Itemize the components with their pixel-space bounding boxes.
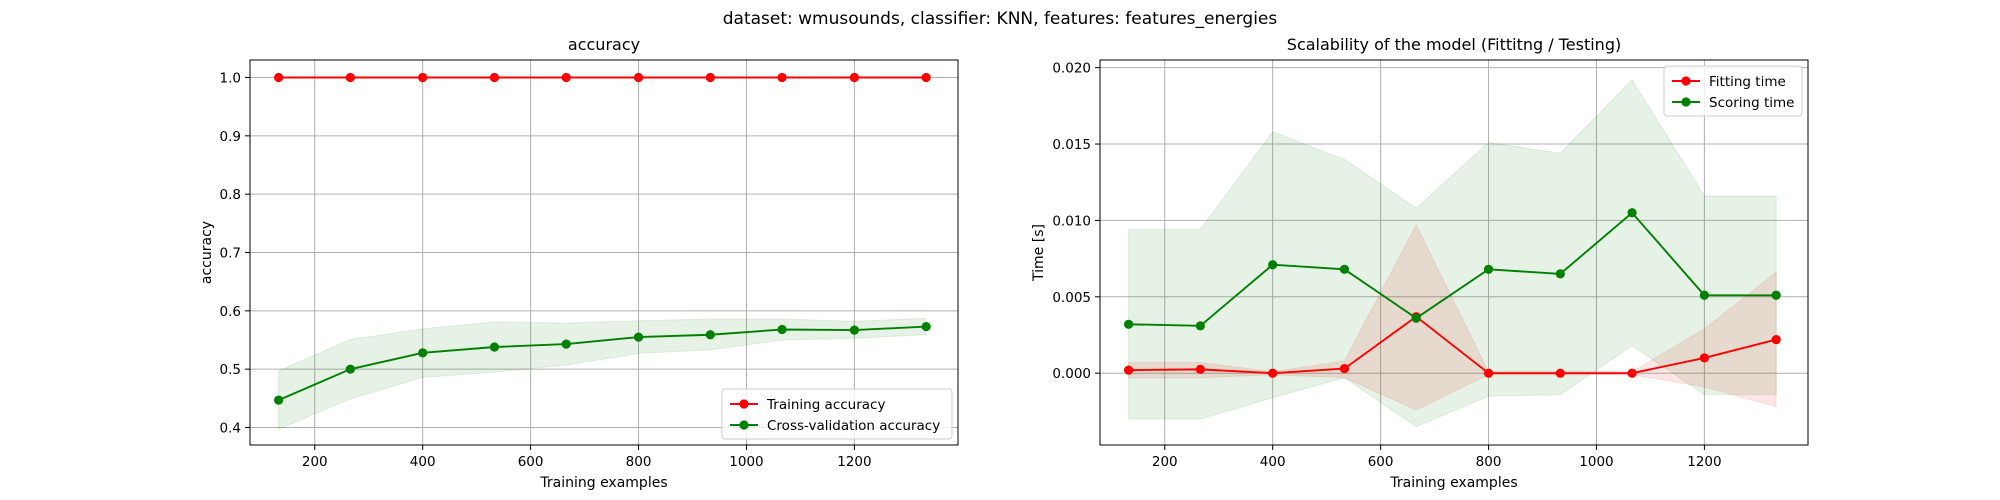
chart2-x-tick-label: 1200: [1687, 454, 1721, 470]
chart2-point-fitting-time: [1771, 334, 1781, 345]
chart1-y-tick-label: 0.6: [220, 304, 241, 320]
chart1-point-training-accuracy: [705, 72, 715, 83]
chart2-point-scoring-time: [1483, 264, 1494, 274]
chart2-ylabel: Time [s]: [1031, 224, 1047, 282]
chart2-point-fitting-time: [1339, 364, 1350, 374]
chart1-y-tick-label: 0.9: [220, 129, 241, 145]
chart2-line-scoring-time: [1128, 211, 1777, 327]
chart2-y-tick-label: 0.020: [1052, 61, 1091, 77]
chart2-axes-frame: [1099, 59, 1809, 446]
chart1-x-tick-label: 1000: [729, 454, 763, 470]
chart2-xlabel: Training examples: [1389, 475, 1517, 491]
chart2-x-tick-label: 200: [1152, 454, 1178, 470]
chart1-point-cross-validation-accuracy: [489, 342, 500, 352]
chart2-point-scoring-time: [1124, 319, 1134, 329]
chart2-x-tick-label: 400: [1260, 454, 1286, 470]
chart1-legend-label-training-accuracy: Training accuracy: [766, 397, 885, 413]
chart2-legend-marker-fitting-time: [1681, 76, 1691, 86]
chart2-point-scoring-time: [1771, 290, 1781, 300]
chart2-line-fitting-time: [1128, 315, 1777, 375]
chart1-x-tick-label: 800: [626, 454, 652, 470]
chart1-y-tick-label: 0.4: [220, 421, 241, 437]
chart1-legend: Training accuracy Cross-validation accura…: [721, 388, 953, 440]
chart2-y-tick-label: 0.000: [1052, 366, 1091, 382]
chart1-point-training-accuracy: [418, 72, 428, 83]
chart1-point-cross-validation-accuracy: [705, 330, 715, 340]
chart2-point-scoring-time: [1339, 264, 1350, 274]
chart2-y-tick-label: 0.010: [1052, 213, 1091, 229]
chart2-point-fitting-time: [1268, 368, 1278, 378]
figure-suptitle: dataset: wmusounds, classifier: KNN, fea…: [723, 9, 1278, 29]
chart1-point-cross-validation-accuracy: [274, 395, 284, 405]
chart1-point-training-accuracy: [274, 72, 284, 83]
scalability-chart: Scalability of the model (Fittitng / Tes…: [1031, 35, 1809, 491]
chart2-legend-label-fitting-time: Fitting time: [1709, 74, 1786, 90]
chart1-point-cross-validation-accuracy: [418, 348, 428, 358]
chart2-point-scoring-time: [1699, 290, 1709, 300]
chart1-x-tick-label: 200: [302, 454, 328, 470]
chart2-point-scoring-time: [1627, 208, 1637, 218]
chart1-title: accuracy: [568, 35, 640, 54]
chart1-legend-box: [721, 388, 953, 440]
chart2-title: Scalability of the model (Fittitng / Tes…: [1287, 35, 1621, 54]
chart1-point-cross-validation-accuracy: [345, 364, 355, 374]
chart2-point-fitting-time: [1483, 368, 1494, 378]
chart1-legend-marker-training-accuracy: [739, 399, 749, 409]
accuracy-chart: accuracy 200 400 600 800 1000 1200 0.4 0.5 0.6 0.7…: [199, 35, 959, 491]
chart1-x-tick-label: 600: [518, 454, 544, 470]
chart2-legend-marker-scoring-time: [1681, 97, 1691, 107]
chart1-point-training-accuracy: [633, 72, 644, 83]
chart2-y-tick-label: 0.015: [1052, 137, 1091, 153]
chart1-band-cross-validation-accuracy: [278, 317, 927, 431]
chart2-point-scoring-time: [1411, 313, 1421, 323]
chart1-y-tick-label: 0.8: [220, 187, 241, 203]
chart1-point-training-accuracy: [777, 72, 787, 83]
chart2-x-tick-label: 1000: [1579, 454, 1613, 470]
chart2-point-scoring-time: [1555, 269, 1565, 279]
chart1-point-training-accuracy: [921, 72, 931, 83]
chart1-x-tick-label: 1200: [837, 454, 871, 470]
chart1-point-cross-validation-accuracy: [921, 321, 931, 332]
chart1-y-tick-label: 0.7: [220, 246, 241, 262]
chart1-legend-label-cross-validation-accuracy: Cross-validation accuracy: [767, 418, 940, 434]
chart1-x-tick-label: 400: [410, 454, 436, 470]
chart1-y-tick-label: 0.5: [220, 362, 241, 378]
chart1-point-training-accuracy: [561, 72, 571, 83]
chart1-point-cross-validation-accuracy: [561, 339, 571, 349]
chart1-ylabel: accuracy: [199, 221, 215, 284]
chart1-point-training-accuracy: [849, 72, 859, 83]
chart1-y-tick-label: 1.0: [220, 71, 241, 87]
chart1-legend-marker-cross-validation-accuracy: [739, 420, 749, 430]
chart1-xlabel: Training examples: [539, 475, 667, 491]
chart2-point-fitting-time: [1699, 353, 1709, 363]
chart2-legend-box: [1663, 65, 1803, 117]
chart2-y-tick-label: 0.005: [1052, 290, 1091, 306]
chart2-band-scoring-time: [1128, 79, 1777, 428]
chart2-point-fitting-time: [1195, 364, 1205, 374]
chart1-point-training-accuracy: [345, 72, 355, 83]
chart2-x-tick-label: 800: [1476, 454, 1502, 470]
chart2-legend-label-scoring-time: Scoring time: [1709, 95, 1794, 111]
chart2-legend: Fitting time Scoring time: [1663, 65, 1803, 117]
chart2-x-tick-label: 600: [1368, 454, 1394, 470]
chart2-point-scoring-time: [1195, 321, 1205, 331]
chart1-point-cross-validation-accuracy: [777, 324, 787, 335]
chart1-point-cross-validation-accuracy: [849, 325, 859, 335]
chart1-line-cross-validation-accuracy: [278, 325, 927, 401]
chart2-point-fitting-time: [1555, 368, 1565, 378]
chart2-band-fitting-time: [1128, 223, 1777, 411]
chart1-point-training-accuracy: [489, 72, 500, 83]
chart2-point-fitting-time: [1627, 368, 1637, 378]
chart2-point-scoring-time: [1268, 260, 1278, 270]
chart1-point-cross-validation-accuracy: [633, 332, 644, 342]
chart2-point-fitting-time: [1124, 365, 1134, 375]
